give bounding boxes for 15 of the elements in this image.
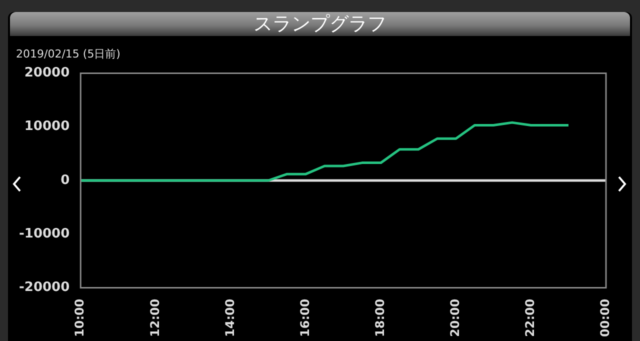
y-tick-label: 0 <box>60 172 70 188</box>
chart-title: スランプグラフ <box>10 12 630 36</box>
x-tick-label: 12:00 <box>148 298 162 338</box>
chart-subtitle: 2019/02/15 (5日前) <box>16 47 120 60</box>
x-tick-label: 18:00 <box>372 298 387 338</box>
x-tick-label: 16:00 <box>298 298 312 338</box>
x-tick-label: 00:00 <box>598 298 612 338</box>
y-tick-label: 20000 <box>24 66 70 81</box>
x-tick-label: 22:00 <box>523 298 538 338</box>
y-tick-label: -20000 <box>19 280 70 296</box>
x-tick-label: 20:00 <box>448 298 462 338</box>
x-tick-label: 14:00 <box>222 298 237 338</box>
y-tick-label: -10000 <box>19 226 70 242</box>
y-tick-label: 10000 <box>24 119 70 134</box>
x-tick-label: 10:00 <box>72 298 87 338</box>
